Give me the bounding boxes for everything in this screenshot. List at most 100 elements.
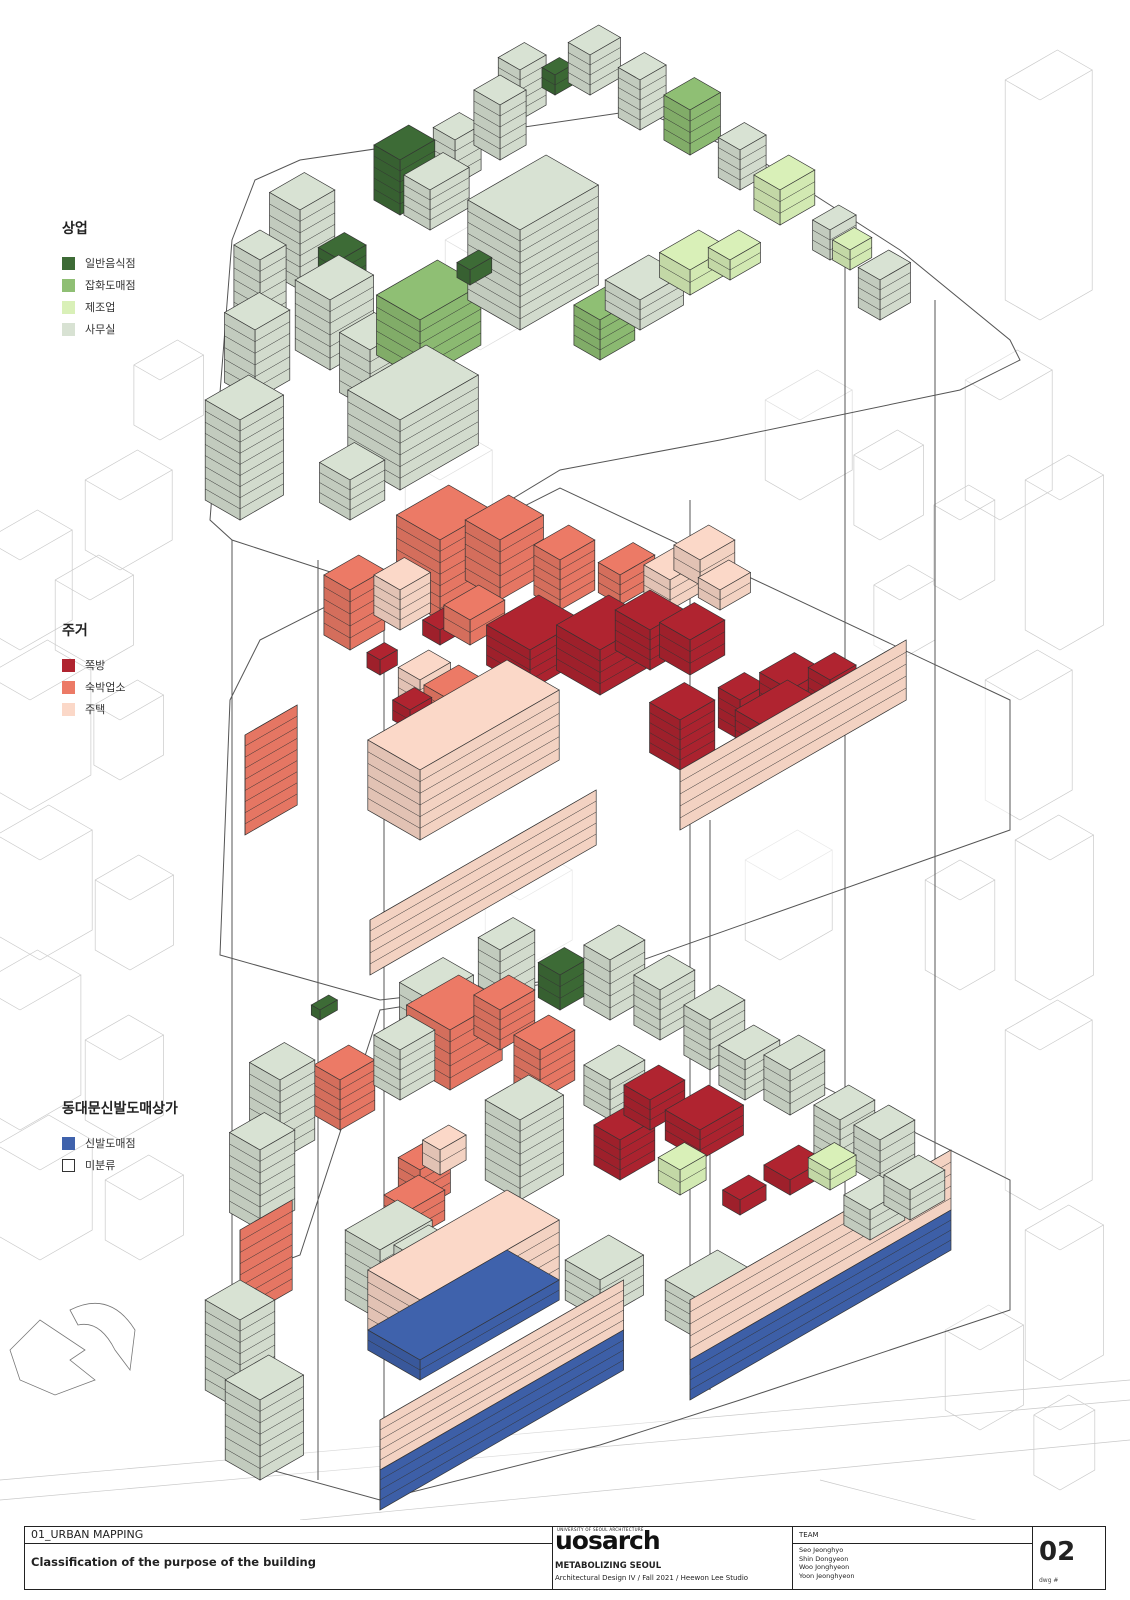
context-building: [104, 1154, 184, 1261]
context-building: [0, 509, 73, 651]
combined-building: [310, 994, 339, 1021]
team-label: TEAM: [793, 1527, 1032, 1544]
combined-building: [689, 1209, 952, 1401]
commercial-layer: [204, 24, 912, 521]
commercial-building: [318, 442, 386, 521]
legend-item: 잡화도매점: [62, 274, 136, 296]
title-block-team: TEAM Seo Jeonghyo Shin Dongyeon Woo Jong…: [793, 1527, 1033, 1589]
legend-swatch: [62, 680, 75, 694]
uosarch-logo: uosarch: [555, 1526, 661, 1555]
commercial-building: [403, 152, 470, 231]
residential-building: [367, 659, 560, 841]
legend-swatch: [62, 300, 75, 314]
combined-layer: [204, 917, 952, 1511]
commercial-building: [663, 77, 722, 156]
context-building: [853, 429, 924, 541]
combined-building: [883, 1154, 946, 1221]
combined-building: [421, 1124, 467, 1176]
legend-label: 제조업: [85, 301, 116, 314]
residential-building: [658, 602, 726, 676]
residential-building: [697, 559, 752, 611]
legend-swatch: [62, 322, 75, 336]
commercial-building: [467, 154, 600, 331]
context-building: [84, 1014, 164, 1141]
title-block-left: 01_URBAN MAPPING Classification of the p…: [25, 1527, 553, 1589]
context-building: [944, 1304, 1024, 1431]
road-line: [0, 1399, 1130, 1501]
context-building: [84, 449, 173, 571]
team-member: Seo Jeonghyo: [799, 1546, 844, 1554]
team-member: Yoon Jeonghyeon: [799, 1571, 855, 1580]
combined-building: [657, 1142, 707, 1196]
commercial-building: [347, 344, 480, 491]
context-building: [133, 339, 204, 441]
legend-item: 주택: [62, 698, 125, 720]
commercial-building: [831, 227, 873, 271]
legend-item: 신발도매점: [62, 1132, 178, 1154]
legend-item: 사무실: [62, 318, 136, 340]
title-block-number: 02 dwg #: [1033, 1527, 1105, 1589]
context-building: [0, 804, 93, 961]
gate-pavilion-outline: [9, 1303, 136, 1396]
context-building: [0, 949, 82, 1131]
legend-swatch: [62, 1158, 75, 1172]
legend-item: 일반음식점: [62, 252, 136, 274]
legend-item: 미분류: [62, 1154, 178, 1176]
combined-building: [373, 1014, 436, 1101]
combined-building: [763, 1034, 826, 1116]
context-building: [1033, 1394, 1096, 1491]
legend-commercial: 상업 일반음식점 잡화도매점 제조업 사무실: [62, 218, 136, 340]
legend-title: 동대문신발도매상가: [62, 1101, 178, 1117]
commercial-building: [204, 374, 285, 521]
road-line: [819, 1479, 977, 1520]
legend-item: 숙박업소: [62, 676, 125, 698]
commercial-building: [567, 24, 622, 96]
context-building: [93, 679, 164, 781]
legend-label: 신발도매점: [85, 1137, 136, 1150]
combined-building: [313, 1044, 376, 1131]
commercial-building: [541, 57, 574, 96]
legend-label: 일반음식점: [85, 257, 136, 270]
residential-building: [464, 494, 545, 601]
residential-building: [369, 789, 597, 976]
drawing-title: Classification of the purpose of the bui…: [31, 1555, 316, 1569]
road-line: [0, 1379, 1130, 1481]
legend-swatch: [62, 256, 75, 270]
logo-caption: UNIVERSITY OF SEOUL ARCHITECTURE: [557, 1527, 644, 1532]
road-line: [299, 1439, 1130, 1520]
combined-building: [537, 947, 587, 1011]
legend-item: 제조업: [62, 296, 136, 318]
drawing-number-label: dwg #: [1039, 1577, 1059, 1584]
context-building: [94, 854, 174, 971]
legend-item: 쪽방: [62, 654, 125, 676]
section-label: 01_URBAN MAPPING: [25, 1527, 552, 1544]
context-building: [1024, 1204, 1104, 1381]
residential-building: [373, 557, 432, 631]
legend-title: 주거: [62, 623, 88, 639]
combined-building: [379, 1279, 624, 1471]
legend-residential: 주거 쪽방 숙박업소 주택: [62, 620, 125, 720]
team-member: Woo Jonghyeon: [799, 1563, 850, 1571]
combined-building: [721, 1174, 767, 1216]
legend-title: 상업: [62, 221, 88, 237]
legend-label: 주택: [85, 703, 106, 716]
context-building: [1014, 814, 1094, 1001]
context-building: [1024, 454, 1104, 651]
legend-swatch: [62, 278, 75, 292]
legend-label: 잡화도매점: [85, 279, 136, 292]
team-members: Seo Jeonghyo Shin Dongyeon Woo Jonghyeon…: [799, 1546, 854, 1580]
context-building: [933, 484, 996, 601]
legend-label: 미분류: [85, 1159, 116, 1172]
combined-building: [484, 1074, 565, 1201]
team-member: Shin Dongyeon: [799, 1554, 849, 1563]
drawing-number: 02: [1039, 1537, 1076, 1567]
legend-label: 쪽방: [85, 659, 106, 672]
legend-swatch: [62, 658, 75, 672]
commercial-building: [753, 154, 816, 226]
residential-building: [443, 584, 506, 646]
commercial-building: [617, 52, 667, 131]
residential-layer: [244, 484, 907, 976]
commercial-building: [707, 229, 762, 281]
residential-building: [366, 642, 399, 676]
commercial-building: [473, 74, 527, 161]
